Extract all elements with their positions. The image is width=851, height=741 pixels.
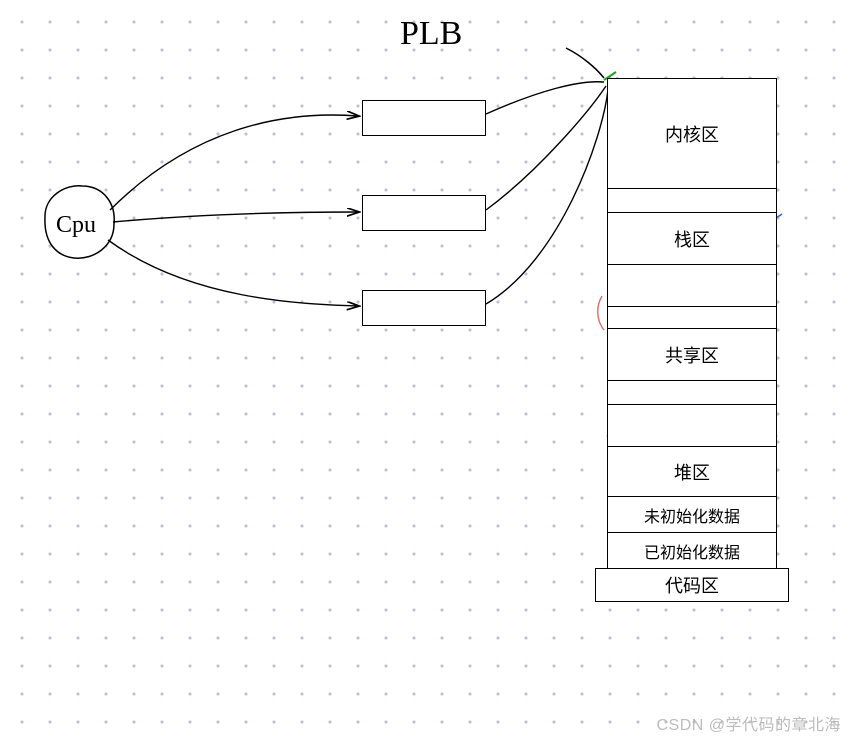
mem-shared: 共享区 bbox=[608, 329, 776, 381]
cpu-to-plb-arrows bbox=[108, 115, 358, 306]
mem-gap-2 bbox=[608, 307, 776, 329]
mem-heap: 堆区 bbox=[608, 447, 776, 497]
mem-gap-1 bbox=[608, 189, 776, 213]
plb-box-3 bbox=[362, 290, 486, 326]
mem-heap-label: 堆区 bbox=[674, 459, 710, 485]
mem-kernel: 内核区 bbox=[608, 79, 776, 189]
mem-gap-3 bbox=[608, 381, 776, 405]
mem-code-label: 代码区 bbox=[665, 572, 719, 598]
mem-heap-arrow-row bbox=[608, 405, 776, 447]
mem-stack-label: 栈区 bbox=[674, 226, 710, 252]
side-red-mark bbox=[598, 296, 604, 330]
watermark-text: CSDN @学代码的章北海 bbox=[656, 711, 841, 735]
memory-layout: 内核区 栈区 共享区 堆区 未初始化数据 已初始化数据 bbox=[607, 78, 777, 570]
mem-stack-region: 栈区 bbox=[608, 213, 776, 265]
mem-stack-arrow-row bbox=[608, 265, 776, 307]
mem-bss: 未初始化数据 bbox=[608, 497, 776, 533]
mem-data-label: 已初始化数据 bbox=[644, 539, 740, 563]
plb-box-2 bbox=[362, 195, 486, 231]
mem-shared-label: 共享区 bbox=[665, 342, 719, 368]
diagram-overlay: Cpu PLB bbox=[0, 0, 851, 741]
mem-code: 代码区 bbox=[595, 568, 789, 602]
plb-title: PLB bbox=[400, 15, 462, 52]
plb-to-memory-curves bbox=[486, 82, 608, 304]
title-connector bbox=[566, 48, 604, 78]
mem-bss-label: 未初始化数据 bbox=[644, 503, 740, 527]
mem-data: 已初始化数据 bbox=[608, 533, 776, 569]
plb-box-1 bbox=[362, 100, 486, 136]
cpu-label: Cpu bbox=[56, 212, 96, 238]
mem-kernel-label: 内核区 bbox=[665, 121, 719, 147]
